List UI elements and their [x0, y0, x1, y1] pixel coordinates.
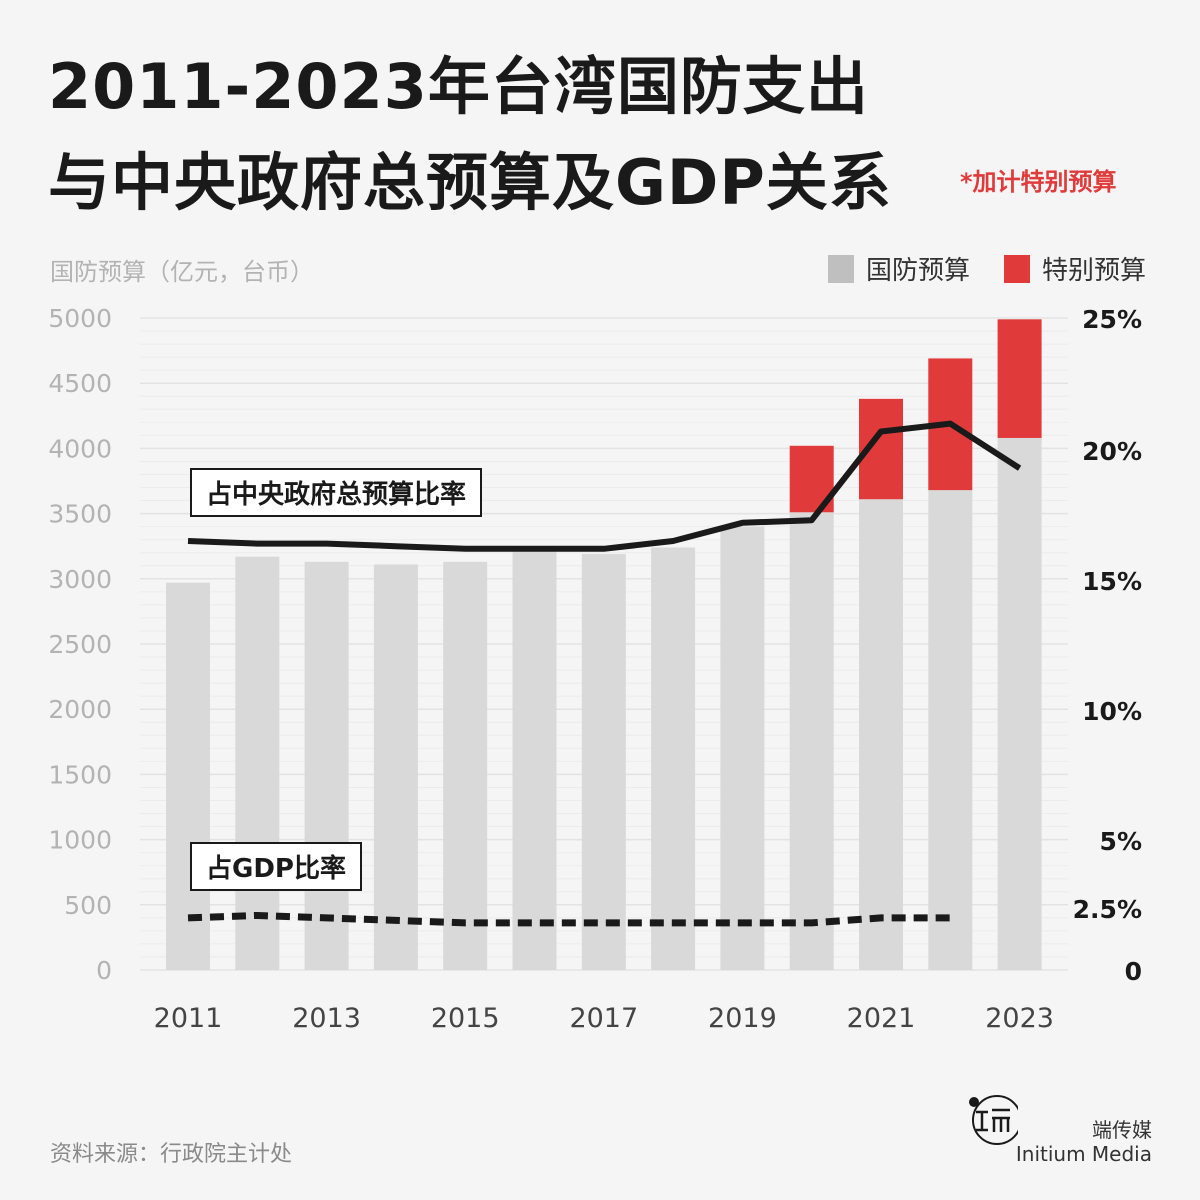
- x-tick-label: 2013: [292, 1003, 361, 1034]
- x-tick-label: 2015: [431, 1003, 500, 1034]
- x-tick-label: 2023: [985, 1003, 1054, 1034]
- x-tick-label: 2017: [569, 1003, 638, 1034]
- bar-defense-2016: [512, 550, 557, 970]
- source-note: 资料来源：行政院主计处: [50, 1142, 293, 1167]
- initium-logo-icon: [969, 1095, 1018, 1145]
- right-tick-label: 20%: [1082, 437, 1142, 466]
- bar-defense-2023: [997, 437, 1042, 970]
- bar-defense-2011: [166, 582, 210, 970]
- line-budget-ratio: [187, 420, 1022, 552]
- annotation-budget-ratio: 占中央政府总预算比率: [190, 468, 483, 517]
- legend-label-defense: 国防预算: [865, 256, 970, 286]
- brand-name-cn: 端传媒: [1092, 1118, 1152, 1142]
- bar-defense-2021: [859, 499, 903, 970]
- bar-defense-2019: [720, 526, 765, 970]
- left-tick-label: 1000: [48, 826, 112, 855]
- legend-label-special: 特别预算: [1041, 256, 1146, 286]
- brand-name-en: Initium Media: [1015, 1142, 1152, 1166]
- right-tick-label: 25%: [1082, 305, 1142, 334]
- left-tick-label: 3000: [48, 565, 112, 594]
- left-tick-label: 0: [96, 956, 112, 985]
- legend-item-defense: 国防预算: [827, 250, 970, 287]
- legend-swatch-defense: [827, 254, 854, 283]
- x-tick-label: 2011: [154, 1003, 223, 1034]
- bar-defense-2017: [581, 554, 626, 970]
- legend: 国防预算 特别预算: [804, 250, 1146, 287]
- bar-special-2023: [997, 319, 1042, 438]
- chart-title-line2: 与中央政府总预算及GDP关系: [48, 146, 892, 219]
- left-tick-label: 500: [64, 891, 112, 920]
- bar-defense-2013: [304, 561, 349, 970]
- annotation-gdp-ratio: 占GDP比率: [190, 842, 362, 891]
- bar-defense-2014: [373, 564, 418, 970]
- left-tick-label: 4000: [48, 434, 112, 463]
- bar-defense-2020: [789, 512, 834, 970]
- right-tick-label: 15%: [1082, 567, 1142, 596]
- right-tick-label: 10%: [1082, 697, 1142, 726]
- bar-defense-2018: [651, 547, 696, 970]
- left-tick-label: 2000: [48, 695, 112, 724]
- x-tick-label: 2021: [847, 1003, 916, 1034]
- chart-title-line1: 2011-2023年台湾国防支出: [48, 50, 869, 123]
- right-tick-label: 2.5%: [1073, 895, 1142, 924]
- y-axis-label: 国防预算（亿元，台币）: [50, 258, 314, 286]
- title-note: *加计特别预算: [960, 168, 1117, 196]
- bar-defense-2022: [928, 490, 973, 970]
- legend-swatch-special: [1003, 254, 1030, 283]
- bar-defense-2015: [443, 561, 488, 970]
- left-tick-label: 2500: [48, 630, 112, 659]
- left-tick-label: 4500: [48, 369, 112, 398]
- line-gdp-ratio: [187, 911, 951, 927]
- x-tick-label: 2019: [708, 1003, 777, 1034]
- bar-defense-2012: [235, 556, 280, 970]
- left-tick-label: 3500: [48, 500, 112, 529]
- right-tick-label: 5%: [1100, 827, 1142, 856]
- left-tick-label: 5000: [48, 304, 112, 333]
- right-tick-label: 0: [1125, 957, 1142, 986]
- legend-item-special: 特别预算: [1003, 250, 1146, 287]
- left-tick-label: 1500: [48, 760, 112, 789]
